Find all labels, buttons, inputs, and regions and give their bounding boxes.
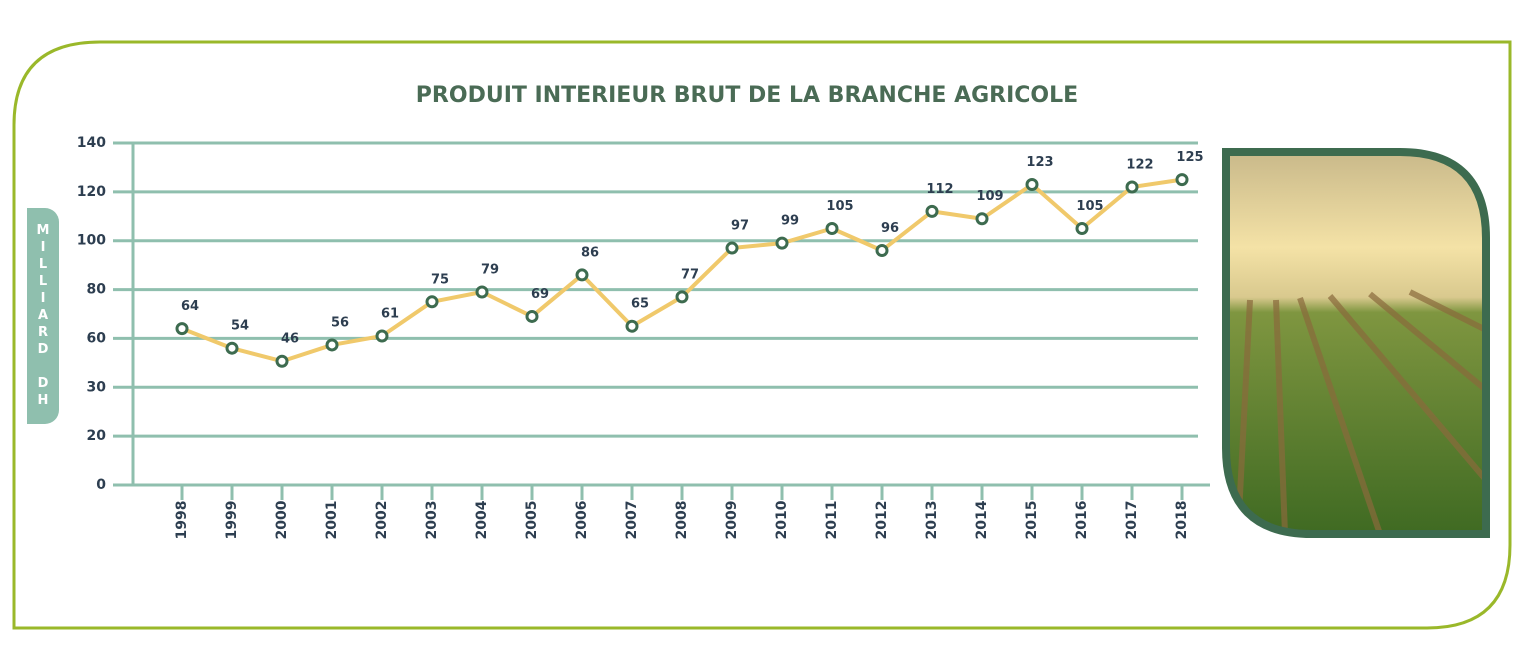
value-label: 75 (431, 272, 449, 287)
value-label: 112 (926, 182, 953, 197)
x-tick-label: 2018 (1174, 501, 1190, 540)
point (325, 338, 339, 352)
photo-frame (1222, 148, 1490, 538)
point (175, 322, 189, 336)
point (275, 354, 289, 368)
point (1175, 173, 1189, 187)
value-label: 61 (381, 306, 399, 321)
point (625, 319, 639, 333)
point (925, 204, 939, 218)
value-label: 96 (881, 221, 899, 236)
point (725, 241, 739, 255)
point (975, 212, 989, 226)
value-label: 105 (1076, 199, 1103, 214)
value-label: 46 (281, 332, 299, 347)
x-tick-label: 2003 (424, 501, 440, 540)
value-label: 79 (481, 263, 499, 278)
x-tick-label: 2016 (1074, 501, 1090, 540)
point (475, 285, 489, 299)
x-tick-label: 2013 (924, 501, 940, 540)
x-tick-label: 1998 (174, 501, 190, 540)
y-tick-label: 140 (77, 135, 106, 151)
value-label: 105 (826, 199, 853, 214)
x-tick-label: 2007 (624, 501, 640, 540)
point (1125, 180, 1139, 194)
x-tick-label: 2008 (674, 501, 690, 540)
point (1075, 222, 1089, 235)
x-tick-label: 2006 (574, 501, 590, 540)
y-tick-label: 60 (87, 330, 107, 346)
y-tick-label: 100 (77, 233, 106, 249)
value-label: 97 (731, 219, 749, 234)
value-label: 65 (631, 297, 649, 312)
y-tick-label: 30 (87, 379, 107, 395)
y-tick-label: 80 (87, 282, 107, 298)
x-tick-label: 2014 (974, 500, 990, 539)
x-tick-label: 2011 (824, 501, 840, 540)
y-axis-label-box: MILLIARD DH (27, 208, 59, 424)
y-tick-label: 0 (96, 477, 106, 493)
value-label: 109 (976, 189, 1003, 204)
chart-title: PRODUIT INTERIEUR BRUT DE LA BRANCHE AGR… (416, 83, 1078, 108)
value-label: 77 (681, 267, 699, 282)
value-label: 54 (231, 319, 249, 334)
value-label: 69 (531, 287, 549, 302)
x-tick-label: 2002 (374, 501, 390, 540)
value-label: 56 (331, 315, 349, 330)
point (825, 222, 839, 235)
point (1025, 178, 1039, 192)
point (425, 295, 439, 309)
y-axis-label: MILLIARD DH (35, 222, 51, 410)
point (375, 329, 389, 343)
point (575, 268, 589, 282)
y-tick-label: 20 (87, 428, 107, 444)
value-label: 122 (1126, 157, 1153, 172)
x-tick-label: 2012 (874, 501, 890, 540)
field-photo (1226, 152, 1486, 534)
point (675, 290, 689, 304)
value-label: 125 (1176, 150, 1203, 165)
value-label: 99 (781, 214, 799, 229)
x-tick-label: 1999 (224, 501, 240, 540)
y-tick-label: 120 (77, 184, 106, 200)
value-label: 86 (581, 245, 599, 260)
x-tick-label: 2005 (524, 501, 540, 540)
value-label: 64 (181, 299, 199, 314)
x-tick-label: 2001 (324, 501, 340, 540)
point (225, 341, 239, 355)
x-tick-label: 2004 (474, 500, 490, 539)
point (875, 243, 889, 257)
x-tick-label: 2017 (1124, 501, 1140, 540)
point (775, 236, 789, 250)
x-tick-label: 2009 (724, 501, 740, 540)
point (525, 309, 539, 323)
value-label: 123 (1026, 155, 1053, 170)
x-tick-label: 2010 (774, 500, 790, 539)
x-tick-label: 2000 (274, 500, 290, 539)
x-tick-label: 2015 (1024, 501, 1040, 540)
frame (12, 40, 1512, 630)
